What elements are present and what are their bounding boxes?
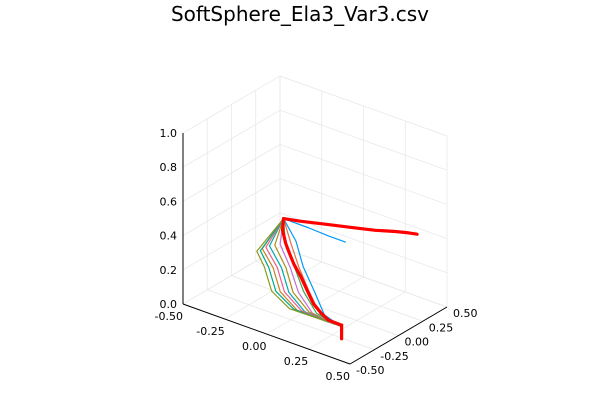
x-tick-label: -0.50 (155, 310, 183, 323)
grid-line-back-z (279, 75, 448, 137)
z-tick-label: 0.4 (160, 230, 178, 243)
grid-line-back-z (279, 178, 448, 239)
y-tick-label: -0.50 (356, 364, 384, 377)
grid-line-left-z (182, 144, 281, 202)
bundle-series-line (256, 218, 328, 322)
z-tick-label: 0.0 (160, 298, 178, 311)
z-tick-label: 0.8 (160, 161, 178, 174)
y-tick-label: -0.25 (380, 350, 408, 363)
x-tick-label: 0.00 (242, 340, 267, 353)
chart-title: SoftSphere_Ela3_Var3.csv (170, 2, 430, 26)
grid-line-left-z (182, 109, 281, 168)
series-layer (256, 217, 419, 341)
y-axis-line (349, 306, 448, 365)
bundle-series-line (282, 218, 346, 243)
grid-line-left-z (182, 75, 281, 134)
y-tick-label: 0.00 (405, 336, 430, 349)
grid-line-left-z (182, 178, 281, 236)
grid-line-floor-y (255, 260, 423, 322)
x-tick-label: -0.25 (196, 325, 224, 338)
x-axis-line (182, 303, 351, 365)
grid-line-left-z (182, 212, 281, 271)
grid-line-back-z (279, 144, 448, 205)
z-tick-label: 0.6 (160, 195, 178, 208)
z-tick-label: 1.0 (160, 127, 178, 140)
z-tick-label: 0.2 (160, 264, 178, 277)
highlight-series-line (281, 217, 419, 236)
y-tick-label: 0.50 (453, 307, 478, 320)
bundle-series-line (265, 218, 333, 324)
axis-layer (182, 133, 448, 365)
grid-line-back-z (279, 246, 448, 308)
tick-layer: -0.50-0.250.000.250.50 -0.50-0.250.000.25… (155, 127, 478, 383)
bundle-series-line (259, 218, 329, 323)
y-tick-label: 0.25 (429, 321, 454, 334)
x-tick-label: 0.50 (326, 370, 351, 383)
grid-layer (182, 75, 448, 365)
x-tick-label: 0.25 (284, 355, 309, 368)
grid-line-floor-y (207, 289, 375, 351)
grid-line-back-z (279, 109, 448, 171)
bundle-series-line (274, 218, 336, 325)
highlight-series-line (281, 217, 344, 327)
